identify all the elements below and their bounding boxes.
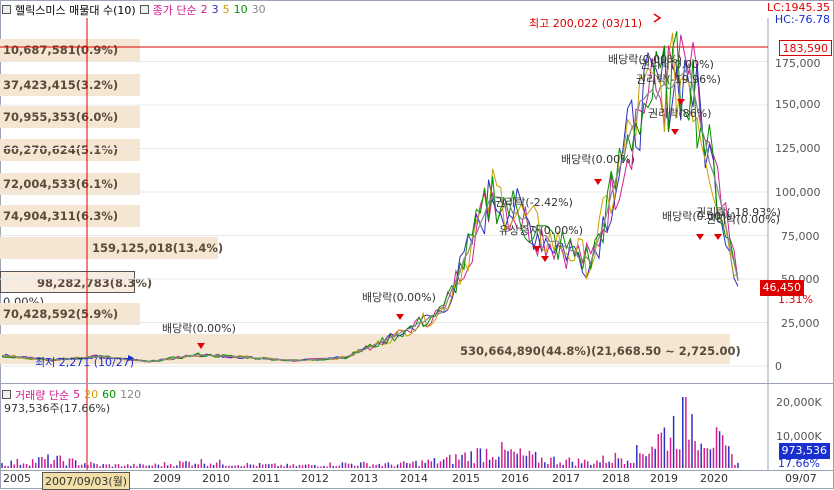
x-axis-year-label: 2005 <box>3 472 31 485</box>
price-axis-label: 150,000 <box>775 98 821 111</box>
legend-toggle-icon[interactable] <box>2 390 11 399</box>
volume-profile-bar: 70,955,353(6.0%) <box>0 106 140 128</box>
ma-period: 120 <box>120 388 142 401</box>
volume-legend: 거래량 단순 5 20 60 120 <box>2 386 141 403</box>
event-arrow-icon <box>696 234 704 240</box>
annotation-div: 배당락(0.00%) <box>162 322 236 335</box>
price-axis-label: 75,000 <box>781 230 820 243</box>
annotation-div: 배당락(0.00%) <box>362 291 436 304</box>
annotation-max: 최고 200,022 (03/11) <box>529 17 643 30</box>
annotation-right: 권리락(-19.96%) <box>636 73 721 86</box>
ma-period: 30 <box>251 3 266 16</box>
max-arrow-icon <box>653 13 662 23</box>
event-arrow-icon <box>714 234 722 240</box>
price-series-line <box>1 62 739 363</box>
x-axis-year-label: 2019 <box>650 472 678 485</box>
annotation-cluster: 권리락(0.00%) <box>706 213 780 226</box>
cursor-date-label: 2007/09/03(월) <box>42 472 131 490</box>
x-axis-year-label: 2009 <box>153 472 181 485</box>
chart-legend: 헬릭스미스 매물대 수(10) 종가 단순 2 3 5 10 30 <box>2 1 266 18</box>
ma-period: 10 <box>233 3 248 16</box>
x-axis-year-label: 2014 <box>400 472 428 485</box>
price-series-line <box>1 32 739 363</box>
annotation-right: 권리락(0.00%) <box>640 58 714 71</box>
last-volume-pct: 17.66% <box>778 457 820 470</box>
ma-period: 3 <box>211 3 219 16</box>
ma-period: 20 <box>84 388 99 401</box>
annotation-right: 권리락(86%) <box>648 107 712 120</box>
ma-period: 2 <box>200 3 208 16</box>
event-arrow-icon <box>541 256 549 262</box>
annotation-min: 최저 2,271 (10/27) <box>35 356 135 369</box>
price-axis-label: 0 <box>775 360 782 373</box>
volume-profile-bar: 72,004,533(6.1%) <box>0 173 140 195</box>
min-arrow-icon <box>128 355 134 361</box>
x-axis-year-label: 2013 <box>350 472 378 485</box>
x-axis-year-label: 2016 <box>501 472 529 485</box>
ma-label[interactable]: 종가 단순 <box>152 3 197 17</box>
event-arrow-icon <box>677 99 685 105</box>
x-axis-year-label: 2018 <box>602 472 630 485</box>
annotation-div: 배당락(0.00%) <box>608 53 682 66</box>
last-change-label: 1.31% <box>778 293 813 306</box>
x-axis-year-label: 2020 <box>700 472 728 485</box>
event-arrow-icon <box>396 314 404 320</box>
volume-profile-bar: 37,423,415(3.2%) <box>0 74 140 96</box>
volume-title[interactable]: 거래량 단순 <box>15 388 70 402</box>
price-axis-label: 25,000 <box>781 317 820 330</box>
price-axis-label: 175,000 <box>775 57 821 70</box>
x-axis-year-label: 2015 <box>452 472 480 485</box>
legend-toggle-icon[interactable] <box>139 5 149 14</box>
annotation-div: 배당락(0.00%) <box>561 153 635 166</box>
x-axis-year-label: 2012 <box>301 472 329 485</box>
volume-axis-label: 20,000K <box>776 396 822 409</box>
last-volume-tag: 973,536 <box>778 443 830 459</box>
x-axis-right-label: 09/07 <box>785 472 817 485</box>
price-axis-label: 125,000 <box>775 142 821 155</box>
ma-period: 5 <box>73 388 81 401</box>
indicator-title[interactable]: 헬릭스미스 매물대 수(10) <box>15 3 136 17</box>
price-axis-label: 100,000 <box>775 186 821 199</box>
hc-readout: HC:-76.78 <box>774 13 830 26</box>
volume-current: 973,536주(17.66%) <box>4 402 111 415</box>
panel-separator <box>0 383 834 384</box>
ma-period: 60 <box>102 388 117 401</box>
event-arrow-icon <box>671 129 679 135</box>
annotation-right: 권리락(-2.42%) <box>495 196 573 209</box>
volume-profile-bar: 74,904,311(6.3%) <box>0 205 140 227</box>
last-price-tag: 46,450 <box>759 280 804 296</box>
annotation-cluster: 배당락(0.00%) <box>662 210 736 223</box>
price-series-line <box>1 47 739 363</box>
legend-toggle-icon[interactable] <box>2 5 11 14</box>
annotation-cluster: 권리락(-18.93%) <box>696 206 781 219</box>
volume-profile-bar: 159,125,018(13.4%) <box>0 237 223 259</box>
event-arrow-icon <box>594 179 602 185</box>
volume-profile-bar: 60,270,624(5.1%) <box>0 139 140 161</box>
price-series-line <box>1 34 739 363</box>
volume-profile-bar: 70,428,592(5.9%) <box>0 303 140 325</box>
event-arrow-icon <box>533 246 541 252</box>
volume-axis-label: 10,000K <box>776 430 822 443</box>
price-series-line <box>1 31 739 362</box>
reference-price-tag: 183,590 <box>778 40 832 56</box>
ma-period: 5 <box>222 3 230 16</box>
x-axis-year-label: 2010 <box>202 472 230 485</box>
lc-readout: LC:1945.35 <box>766 1 830 14</box>
event-arrow-icon <box>197 343 205 349</box>
x-axis-year-label: 2017 <box>552 472 580 485</box>
x-axis-year-label: 2011 <box>252 472 280 485</box>
annotation-right: 유상증자(0.00%) <box>499 224 584 237</box>
xaxis-separator <box>0 470 834 471</box>
